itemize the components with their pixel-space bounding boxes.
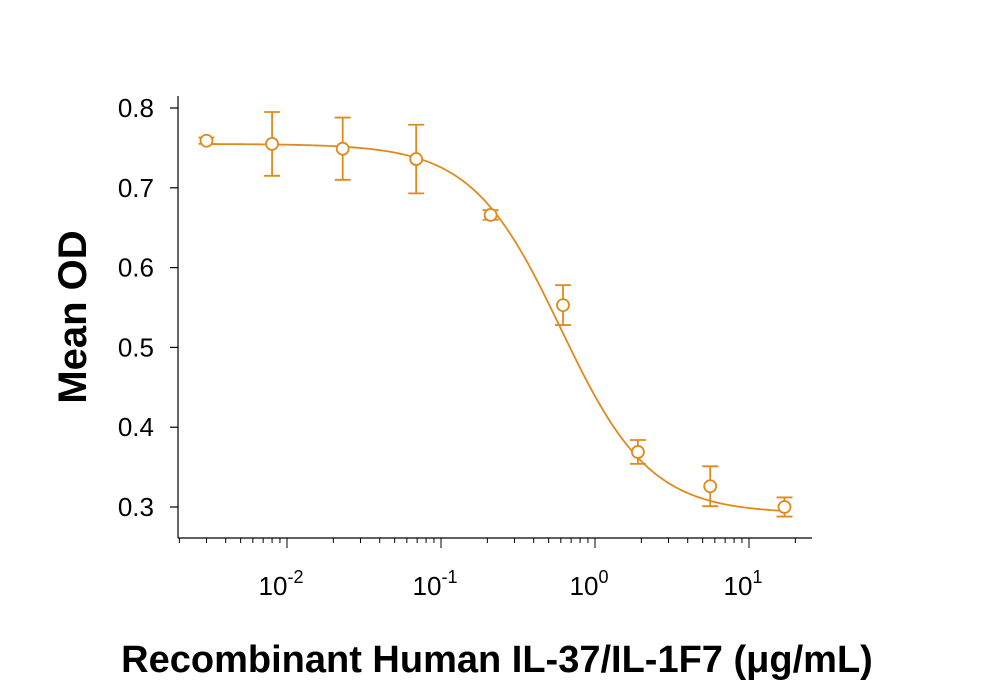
x-tick-label-exponent: -1 bbox=[441, 567, 457, 587]
y-tick-label: 0.7 bbox=[118, 173, 154, 203]
y-axis bbox=[170, 96, 179, 538]
fit-curve bbox=[206, 143, 785, 512]
y-tick-labels: 0.3 0.4 0.5 0.6 0.7 0.8 bbox=[118, 93, 154, 522]
data-point bbox=[703, 479, 718, 494]
x-tick-labels: 10-2 10-1 100 101 bbox=[259, 567, 763, 601]
x-axis-label: Recombinant Human IL-37/IL-1F7 (μg/mL) bbox=[121, 639, 873, 681]
y-axis-label: Mean OD bbox=[51, 230, 95, 403]
data-point-group bbox=[408, 123, 425, 195]
x-tick-label: 100 bbox=[570, 567, 609, 601]
y-tick-label: 0.3 bbox=[118, 492, 154, 522]
x-tick-label-base: 10 bbox=[259, 571, 288, 601]
data-point-group bbox=[482, 208, 499, 222]
x-tick-label: 10-1 bbox=[413, 567, 458, 601]
x-tick-label-base: 10 bbox=[413, 571, 442, 601]
x-tick-label-exponent: 1 bbox=[752, 567, 762, 587]
x-tick-label-base: 10 bbox=[724, 571, 753, 601]
data-point-group bbox=[776, 496, 793, 518]
data-point bbox=[199, 133, 214, 148]
data-point-group bbox=[334, 116, 351, 181]
fit-curve-group bbox=[206, 143, 785, 512]
y-tick-label: 0.5 bbox=[118, 332, 154, 362]
y-tick-label: 0.8 bbox=[118, 93, 154, 123]
data-point bbox=[483, 208, 498, 222]
data-point-group bbox=[555, 284, 572, 326]
x-tick-label: 10-2 bbox=[259, 567, 304, 601]
data-point bbox=[631, 445, 645, 459]
data-points bbox=[198, 111, 793, 518]
x-tick-label-base: 10 bbox=[570, 571, 599, 601]
x-axis bbox=[178, 537, 812, 548]
x-tick-label-exponent: 0 bbox=[598, 567, 608, 587]
data-point bbox=[335, 141, 350, 156]
y-tick-label: 0.6 bbox=[118, 253, 154, 283]
x-tick-label-exponent: -2 bbox=[287, 567, 303, 587]
data-point-group bbox=[629, 439, 646, 465]
y-tick-label: 0.4 bbox=[118, 412, 154, 442]
data-point bbox=[409, 152, 424, 166]
data-point bbox=[556, 298, 570, 313]
x-tick-label: 101 bbox=[724, 567, 763, 601]
data-point-group bbox=[702, 465, 719, 508]
data-point bbox=[265, 137, 279, 151]
data-point-group bbox=[264, 111, 281, 177]
data-point bbox=[777, 500, 792, 514]
data-point-group bbox=[198, 133, 215, 148]
